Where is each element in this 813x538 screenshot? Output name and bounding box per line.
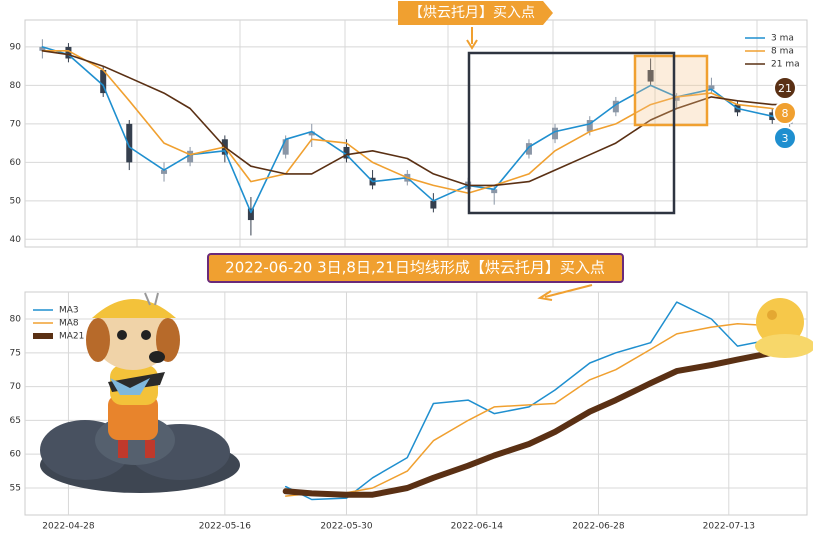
mark-layer <box>39 39 793 501</box>
x-tick-label: 2022-05-16 <box>199 522 252 532</box>
dog-leg <box>118 440 128 458</box>
badge <box>773 76 797 100</box>
y-tick-label: 80 <box>10 81 22 91</box>
dog-scarf <box>110 378 150 395</box>
ma-line <box>284 323 773 497</box>
dog-body <box>108 395 158 440</box>
dog-eye <box>117 330 127 340</box>
badge <box>773 101 797 125</box>
y-tick-label: 70 <box>10 382 22 392</box>
y-tick-label: 55 <box>10 483 21 493</box>
legend-label: 3 ma <box>771 34 794 44</box>
candle-body <box>39 46 46 51</box>
legend-label: MA8 <box>59 319 79 329</box>
moon-crater <box>767 310 777 320</box>
moon <box>755 298 813 358</box>
ma-line <box>41 50 791 194</box>
dog-leg <box>145 440 155 458</box>
banner-bg <box>207 253 624 283</box>
ma-line <box>282 349 776 498</box>
dog-hat <box>92 299 176 318</box>
moon-disc <box>756 298 804 346</box>
candle-body <box>586 120 593 132</box>
y-tick-label: 90 <box>10 42 22 52</box>
legend-label: MA3 <box>59 306 79 316</box>
candle-body <box>430 200 437 209</box>
dog-nose <box>149 351 165 363</box>
x-tick-label: 2022-07-13 <box>703 522 755 532</box>
y-tick-label: 75 <box>10 348 21 358</box>
badge-label: 21 <box>778 82 792 95</box>
dog-ear <box>86 318 110 362</box>
candle-body <box>65 46 72 59</box>
x-tick-label: 2022-05-30 <box>320 522 373 532</box>
candle-body <box>308 131 315 136</box>
y-tick-label: 60 <box>10 158 22 168</box>
candle-body <box>187 150 194 163</box>
candle-body <box>161 170 168 174</box>
candle-body <box>612 100 619 113</box>
banner-text: 【烘云托月】买入点 <box>409 5 535 21</box>
candle-body <box>708 85 715 90</box>
top-frame <box>24 19 808 248</box>
ma-line <box>41 50 791 187</box>
candle-body <box>673 96 680 101</box>
candle-body <box>343 146 350 159</box>
highlight-box <box>633 54 709 127</box>
legend-label: MA21 <box>59 332 84 342</box>
ma-line <box>284 301 773 501</box>
banner-arrow <box>537 284 593 301</box>
banner-text: 2022-06-20 3日,8日,21日均线形成【烘云托月】买入点 <box>225 259 605 277</box>
candle-body <box>126 123 133 163</box>
y-tick-label: 65 <box>10 416 21 426</box>
y-tick-label: 80 <box>10 315 22 325</box>
y-tick-label: 60 <box>10 450 22 460</box>
badge <box>773 126 797 150</box>
ma-line <box>41 46 791 214</box>
x-tick-label: 2022-06-28 <box>572 522 625 532</box>
candle-body <box>282 139 289 155</box>
cartoon-dog <box>40 292 240 493</box>
banner-bg <box>398 1 553 25</box>
banner-arrow <box>466 27 478 50</box>
y-tick-label: 50 <box>10 196 22 206</box>
candle-body <box>647 70 654 82</box>
legend-label: 21 ma <box>771 60 800 70</box>
y-tick-label: 70 <box>10 119 22 129</box>
dog-antenna <box>144 292 159 306</box>
x-tick-label: 2022-06-14 <box>451 522 504 532</box>
y-tick-label: 40 <box>10 235 22 245</box>
signal-box <box>467 51 676 215</box>
candle-body <box>525 143 532 155</box>
moon-cloud <box>755 334 813 358</box>
x-tick-label: 2022-04-28 <box>42 522 95 532</box>
badge-label: 3 <box>782 132 789 145</box>
candle-body <box>491 189 498 194</box>
dog-ear <box>156 318 180 362</box>
legend-label: 8 ma <box>771 47 794 57</box>
candle-body <box>247 208 254 221</box>
candle-body <box>552 127 559 140</box>
candle-body <box>100 70 107 94</box>
dog-eye <box>141 330 151 340</box>
badge-label: 8 <box>782 107 789 120</box>
